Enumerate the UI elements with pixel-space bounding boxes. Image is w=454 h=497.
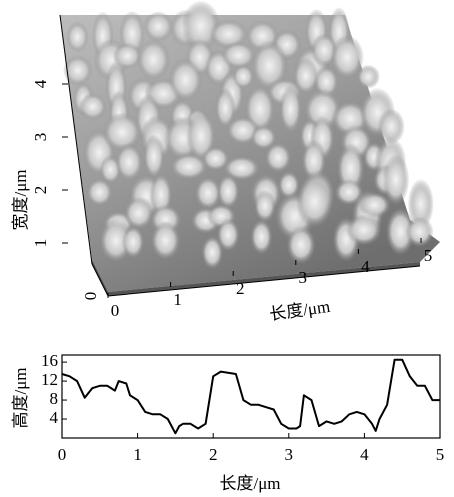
- y-tick-label: 8: [50, 389, 59, 408]
- surface-bump: [250, 40, 289, 92]
- surface-bump: [201, 146, 230, 172]
- surface-bump: [121, 225, 145, 259]
- x-tick-label: 5: [424, 246, 433, 265]
- surface-bump: [385, 207, 415, 256]
- profile-line: [61, 358, 440, 435]
- y-tick-label: 2: [31, 186, 50, 195]
- surface-bump: [170, 152, 209, 180]
- surface-bump: [150, 220, 181, 260]
- x-tick-label: 5: [436, 445, 445, 464]
- axis-line: [91, 263, 109, 297]
- plot-frame: [61, 354, 441, 439]
- surface-bump: [330, 35, 364, 80]
- x-axis-title: 长度/μm: [268, 297, 331, 324]
- y-tick-label: 12: [41, 370, 58, 389]
- surface-bump: [86, 178, 113, 207]
- surface-bump: [216, 218, 240, 252]
- x-tick-label: 1: [173, 290, 182, 309]
- x-tick-label: 3: [299, 268, 308, 287]
- surface-bump: [209, 19, 249, 49]
- x-tick-label: 0: [58, 445, 67, 464]
- surface-bump: [264, 142, 292, 173]
- surface-bump: [407, 178, 434, 230]
- surface-bump: [254, 189, 276, 223]
- surface-bump: [194, 176, 222, 210]
- surface-bump: [115, 143, 144, 182]
- x-tick-label: 4: [361, 257, 370, 276]
- surface-bump: [66, 21, 89, 53]
- surface-bump: [143, 134, 165, 180]
- surface-bump: [382, 154, 410, 206]
- surface-bump: [296, 175, 333, 228]
- surface-bump: [345, 214, 382, 246]
- y-axis-title: 宽度/μm: [11, 169, 30, 230]
- surface-bump: [201, 235, 224, 270]
- x-tick-label: 1: [133, 445, 142, 464]
- surface-plot: [59, 0, 440, 297]
- surface-bump: [232, 64, 255, 89]
- y-tick-label: 3: [31, 133, 50, 142]
- surface-bump: [168, 58, 203, 102]
- y-tick-label: 0: [81, 292, 100, 301]
- surface-bump: [63, 55, 93, 86]
- surface-bump: [102, 112, 142, 152]
- x-tick-label: 2: [236, 279, 245, 298]
- x-axis-title: 长度/μm: [219, 474, 280, 493]
- surface-bumps: [63, 0, 434, 270]
- x-tick-label: 2: [209, 445, 218, 464]
- surface-bump: [279, 84, 302, 134]
- x-tick-label: 3: [285, 445, 294, 464]
- x-tick-label: 4: [360, 445, 369, 464]
- surface-bump: [286, 225, 316, 265]
- surface-bump: [217, 173, 240, 209]
- surface-bump: [250, 125, 277, 150]
- y-axis-title: 高度/μm: [11, 367, 30, 428]
- surface-bump: [78, 93, 107, 121]
- surface-bump: [136, 38, 171, 81]
- surface-bump: [278, 170, 300, 199]
- surface-bump: [112, 42, 142, 70]
- surface-bump: [221, 41, 256, 70]
- surface-bump: [377, 108, 405, 145]
- y-tick-label: 1: [31, 239, 50, 248]
- surface-bump: [143, 11, 174, 42]
- axis-line: [59, 14, 93, 265]
- surface-bump: [358, 192, 391, 218]
- y-tick-label: 16: [41, 351, 58, 370]
- surface-front: [108, 262, 420, 296]
- surface-bump: [250, 219, 273, 255]
- axis-line: [107, 265, 421, 297]
- surface-bump: [214, 87, 236, 129]
- y-tick-label: 4: [50, 408, 59, 427]
- surface-bump: [356, 64, 380, 89]
- surface-bump: [292, 57, 319, 95]
- surface-bump: [405, 216, 434, 247]
- y-tick-label: 4: [31, 79, 50, 88]
- surface-bump: [223, 155, 261, 181]
- x-tick-label: 0: [111, 301, 120, 320]
- surface-bump: [123, 196, 154, 230]
